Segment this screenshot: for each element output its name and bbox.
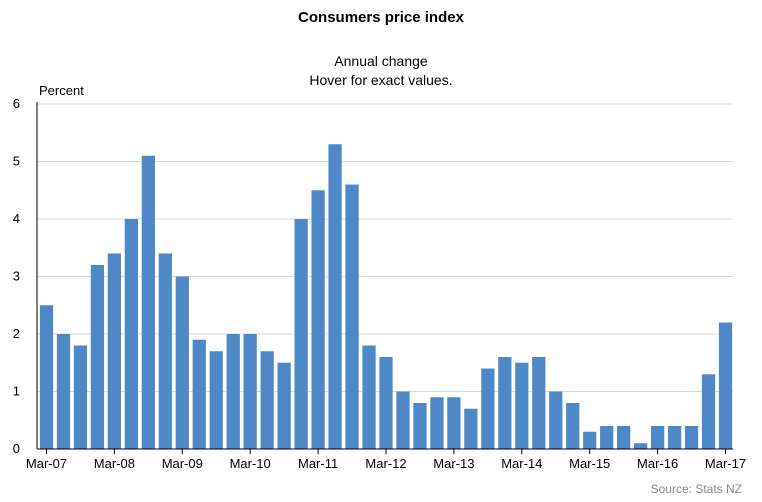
bar[interactable]: 3.4 (107, 253, 122, 450)
bar[interactable]: 4 (124, 219, 138, 449)
bar[interactable]: 1 (396, 391, 410, 450)
y-tick-label: 2 (13, 326, 20, 341)
x-tick-label: Mar-07 (26, 456, 67, 471)
bar[interactable]: 0.7 (464, 408, 478, 449)
bar[interactable]: 3 (175, 276, 189, 450)
x-tick-label: Mar-12 (365, 456, 406, 471)
bar[interactable]: 2 (56, 334, 71, 449)
bar[interactable]: 0.4 (650, 426, 665, 449)
bar[interactable]: 3.4 (158, 253, 172, 450)
subtitle-line-1: Annual change (334, 53, 428, 69)
bar[interactable]: 1.6 (532, 357, 546, 449)
bar[interactable]: 1.6 (498, 357, 512, 449)
x-tick-label: Mar-15 (569, 456, 610, 471)
bar[interactable]: 0.4 (684, 426, 699, 449)
bar[interactable]: 1.5 (277, 362, 291, 449)
bar[interactable]: 0.9 (430, 397, 444, 449)
bar[interactable]: 0.4 (617, 426, 631, 449)
bar[interactable]: 0.8 (566, 403, 580, 449)
bar[interactable]: 2 (243, 334, 257, 449)
bar[interactable]: 0.8 (413, 403, 427, 449)
bar[interactable]: 1.9 (192, 339, 206, 449)
y-tick-labels: 0 1 2 3 4 5 6 (13, 96, 20, 456)
x-tick-label: Mar-11 (298, 456, 338, 471)
subtitle-line-2: Hover for exact values. (309, 72, 453, 88)
bar[interactable]: 0.4 (600, 426, 614, 449)
bar[interactable]: 2 (226, 334, 240, 449)
y-tick-label: 4 (13, 211, 20, 226)
y-tick-label: 6 (13, 96, 20, 111)
bar[interactable]: 1.3 (701, 374, 716, 449)
y-axis-label: Percent (39, 83, 84, 98)
y-tick-label: 1 (13, 384, 20, 399)
bar[interactable]: 1.5 (515, 362, 529, 449)
x-tick-label: Mar-14 (501, 456, 542, 471)
bar[interactable]: 2.5 (39, 305, 54, 449)
bar[interactable]: 4.6 (345, 184, 359, 450)
bar[interactable]: 3.2 (90, 265, 105, 449)
axes (36, 102, 733, 450)
bar[interactable]: 1.6 (379, 357, 393, 449)
gridlines (37, 103, 733, 392)
x-tick-label: Mar-17 (705, 456, 746, 471)
bar[interactable]: 0.3 (583, 431, 597, 449)
bar[interactable]: 1.8 (73, 345, 88, 450)
bar[interactable]: 0.9 (447, 397, 461, 449)
x-tick-label: Mar-10 (230, 456, 271, 471)
bars[interactable]: 2.521.83.23.445.13.431.91.7221.71.544.55… (39, 144, 733, 450)
bar[interactable]: 1.7 (260, 351, 274, 449)
y-tick-label: 5 (13, 154, 20, 169)
source-note: Source: Stats NZ (650, 482, 742, 496)
y-tick-label: 3 (13, 269, 20, 284)
bar[interactable]: 1 (549, 391, 563, 450)
bar[interactable]: 2.2 (718, 322, 733, 450)
x-tick-label: Mar-09 (162, 456, 203, 471)
chart-title: Consumers price index (298, 9, 464, 26)
bar[interactable]: 4 (294, 219, 308, 449)
bar[interactable]: 0.4 (667, 426, 682, 449)
bar[interactable]: 1.8 (362, 345, 376, 450)
x-tick-label: Mar-13 (433, 456, 474, 471)
x-tick-label: Mar-08 (94, 456, 135, 471)
bar[interactable]: 1.7 (209, 351, 223, 449)
bar[interactable]: 5.3 (328, 144, 342, 449)
bar[interactable]: 1.4 (481, 368, 495, 450)
y-tick-label: 0 (13, 441, 20, 456)
x-tick-label: Mar-16 (637, 456, 678, 471)
x-tick-labels: Mar-07 Mar-08 Mar-09 Mar-10 Mar-11 Mar-12 Mar-… (26, 449, 746, 471)
bar[interactable]: 0.1 (634, 443, 648, 449)
bar[interactable]: 5.1 (141, 155, 155, 449)
chart-subtitle: Annual change Hover for exact values. (0, 52, 762, 90)
bar[interactable]: 4.5 (311, 190, 325, 449)
